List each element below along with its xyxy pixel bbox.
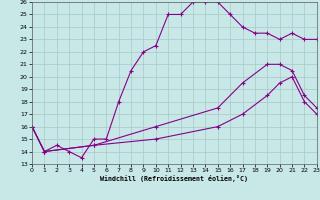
X-axis label: Windchill (Refroidissement éolien,°C): Windchill (Refroidissement éolien,°C)	[100, 175, 248, 182]
